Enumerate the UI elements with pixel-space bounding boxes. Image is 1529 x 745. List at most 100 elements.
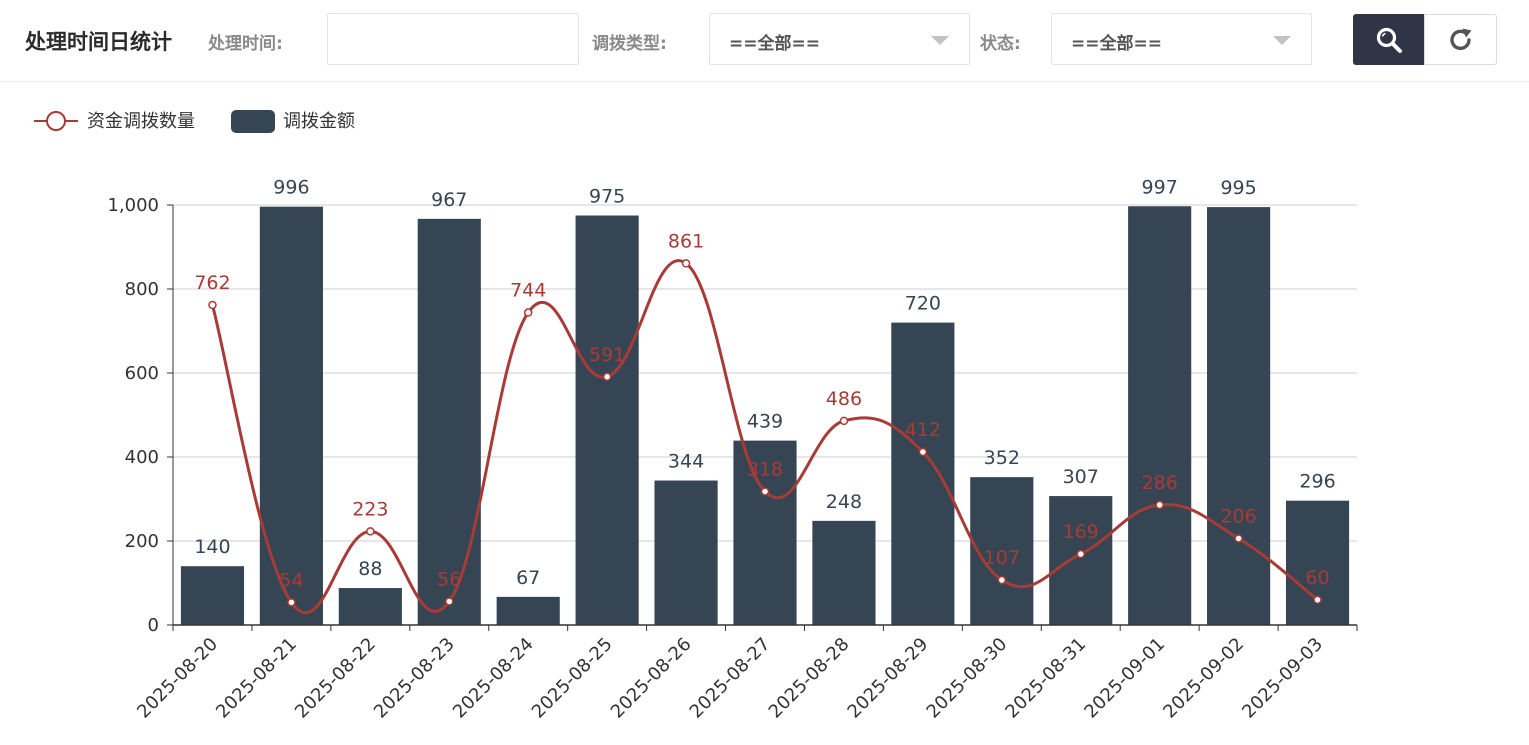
bar-value-label: 352 bbox=[984, 447, 1020, 469]
time-filter-label: 处理时间: bbox=[208, 34, 283, 54]
bar-value-label: 67 bbox=[516, 567, 540, 589]
line-point[interactable] bbox=[918, 447, 928, 457]
page-title: 处理时间日统计 bbox=[25, 30, 172, 54]
bar[interactable] bbox=[575, 215, 639, 626]
bar[interactable] bbox=[812, 520, 876, 625]
x-tick-label: 2025-08-25 bbox=[528, 634, 617, 723]
line-value-label: 107 bbox=[984, 547, 1020, 569]
y-tick-label: 800 bbox=[125, 279, 159, 300]
legend-label-amount: 调拨金额 bbox=[283, 111, 355, 132]
bar-value-label: 296 bbox=[1299, 471, 1335, 493]
bar-value-label: 88 bbox=[358, 558, 382, 580]
type-filter-select[interactable]: ==全部== bbox=[709, 13, 970, 65]
bar[interactable] bbox=[1128, 206, 1192, 625]
type-filter-value: ==全部== bbox=[729, 34, 820, 54]
x-tick-label: 2025-08-26 bbox=[607, 634, 696, 723]
legend-line-marker bbox=[46, 111, 66, 131]
bar-value-label: 439 bbox=[747, 411, 783, 433]
line-value-label: 54 bbox=[279, 569, 303, 591]
bar[interactable] bbox=[259, 206, 323, 625]
line-point[interactable] bbox=[1313, 595, 1322, 605]
line-point[interactable] bbox=[445, 597, 454, 606]
bar-value-label: 248 bbox=[826, 491, 862, 513]
x-tick-label: 2025-08-30 bbox=[923, 634, 1012, 723]
x-tick-label: 2025-08-22 bbox=[291, 634, 380, 723]
search-icon bbox=[1376, 27, 1402, 53]
y-tick-label: 0 bbox=[148, 615, 159, 636]
line-value-label: 318 bbox=[747, 458, 783, 480]
line-value-label: 486 bbox=[826, 388, 862, 410]
line-point[interactable] bbox=[287, 598, 296, 607]
line-value-label: 861 bbox=[668, 230, 704, 252]
line-value-label: 744 bbox=[510, 280, 546, 302]
bar[interactable] bbox=[338, 588, 402, 625]
line-point[interactable] bbox=[523, 308, 533, 317]
bar-value-label: 140 bbox=[194, 536, 230, 558]
status-filter-label: 状态: bbox=[980, 34, 1021, 54]
chart: 资金调拨数量 调拨金额 0 200 400 600 800 1,000 140 996 88 96… bbox=[34, 110, 1358, 723]
x-tick-label: 2025-08-24 bbox=[449, 634, 538, 723]
bar[interactable] bbox=[970, 477, 1034, 625]
line-point[interactable] bbox=[1234, 534, 1243, 543]
x-tick-label: 2025-08-20 bbox=[133, 634, 222, 723]
line-point[interactable] bbox=[681, 259, 691, 268]
line-value-label: 60 bbox=[1305, 567, 1329, 589]
chevron-down-icon bbox=[931, 36, 949, 45]
bar-value-label: 997 bbox=[1142, 176, 1178, 198]
y-tick-label: 1,000 bbox=[107, 195, 159, 216]
bar-value-label: 975 bbox=[589, 186, 625, 208]
x-tick-label: 2025-09-02 bbox=[1159, 634, 1248, 723]
line-value-label: 591 bbox=[589, 344, 625, 366]
bar[interactable] bbox=[417, 218, 481, 626]
bar-value-label: 720 bbox=[905, 293, 941, 315]
x-tick-label: 2025-08-21 bbox=[212, 634, 301, 723]
chart-legend: 资金调拨数量 调拨金额 bbox=[34, 110, 355, 133]
bar[interactable] bbox=[180, 566, 245, 625]
bar-value-label: 344 bbox=[668, 451, 704, 473]
bar[interactable] bbox=[654, 480, 718, 625]
y-tick-label: 400 bbox=[125, 447, 159, 468]
legend-item-line[interactable]: 资金调拨数量 bbox=[34, 111, 195, 132]
y-tick-label: 600 bbox=[125, 363, 159, 384]
x-tick-label: 2025-08-29 bbox=[844, 634, 933, 723]
line-point[interactable] bbox=[1076, 549, 1085, 559]
x-tick-label: 2025-08-23 bbox=[370, 634, 459, 723]
bar[interactable] bbox=[891, 322, 955, 625]
search-button[interactable] bbox=[1353, 14, 1425, 65]
status-filter-select[interactable]: ==全部== bbox=[1051, 13, 1312, 65]
legend-label-count: 资金调拨数量 bbox=[87, 111, 195, 132]
bar[interactable] bbox=[1285, 500, 1350, 625]
filter-toolbar: 处理时间日统计 处理时间: 调拨类型: ==全部== 状态: ==全部== bbox=[0, 0, 1529, 82]
bar[interactable] bbox=[496, 596, 560, 625]
bar-value-label: 996 bbox=[273, 177, 309, 199]
line-value-label: 169 bbox=[1063, 521, 1099, 543]
legend-item-bar[interactable]: 调拨金额 bbox=[231, 110, 355, 133]
line-point[interactable] bbox=[839, 416, 849, 426]
legend-bar-symbol bbox=[231, 110, 275, 133]
x-tick-label: 2025-08-27 bbox=[686, 634, 775, 723]
line-point[interactable] bbox=[997, 575, 1007, 585]
x-tick-label: 2025-09-03 bbox=[1238, 634, 1327, 723]
x-tick-label: 2025-09-01 bbox=[1080, 634, 1169, 723]
bar[interactable] bbox=[1207, 207, 1271, 625]
bar[interactable] bbox=[1049, 496, 1113, 625]
line-value-label: 223 bbox=[352, 498, 388, 520]
line-point[interactable] bbox=[760, 487, 770, 496]
line-point[interactable] bbox=[366, 527, 375, 536]
line-value-label: 286 bbox=[1142, 472, 1178, 494]
type-filter-label: 调拨类型: bbox=[592, 34, 667, 54]
line-point[interactable] bbox=[1155, 500, 1164, 510]
line-value-label: 56 bbox=[437, 568, 461, 590]
line-point[interactable] bbox=[602, 372, 612, 382]
time-filter-input[interactable] bbox=[327, 13, 579, 65]
status-filter-value: ==全部== bbox=[1071, 34, 1162, 54]
chevron-down-icon bbox=[1273, 36, 1291, 45]
line-point[interactable] bbox=[208, 300, 217, 310]
bar-value-label: 307 bbox=[1063, 466, 1099, 488]
bar-value-label: 995 bbox=[1220, 177, 1256, 199]
x-tick-label: 2025-08-28 bbox=[765, 634, 854, 723]
bar[interactable] bbox=[733, 440, 797, 625]
line-value-label: 412 bbox=[905, 419, 941, 441]
x-tick-label: 2025-08-31 bbox=[1001, 634, 1090, 723]
reset-button[interactable] bbox=[1424, 14, 1497, 65]
